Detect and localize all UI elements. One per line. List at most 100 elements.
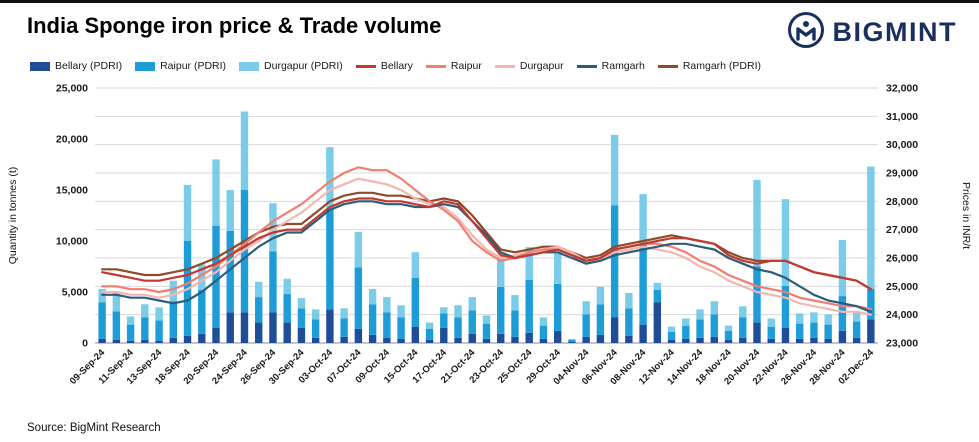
bar-segment xyxy=(440,313,448,328)
bar-segment xyxy=(596,304,605,335)
bar-segment xyxy=(625,335,633,343)
bar-segment xyxy=(383,312,391,338)
legend-item: Durgapur (PDRI) xyxy=(239,60,343,72)
bar-segment xyxy=(838,239,847,297)
bigmint-logo-icon xyxy=(787,11,825,54)
bar-segment xyxy=(767,318,775,327)
bar-segment xyxy=(710,301,718,315)
bar-segment xyxy=(212,327,220,343)
bar-segment xyxy=(867,319,875,343)
right-tick-label: 29,000 xyxy=(886,168,918,180)
bar-segment xyxy=(226,190,234,231)
bar-segment xyxy=(539,325,548,339)
bar-segment xyxy=(568,339,576,342)
bar-segment xyxy=(425,328,434,340)
bar-segment xyxy=(539,317,548,326)
legend-swatch-line xyxy=(355,64,376,68)
bar-segment xyxy=(397,305,405,318)
bar-segment xyxy=(297,327,306,343)
price-line-ramgarh xyxy=(100,200,873,313)
legend-item: Ramgarh (PDRI) xyxy=(657,60,762,72)
bar-segment xyxy=(553,283,562,331)
bar-segment xyxy=(582,336,590,343)
bar-segment xyxy=(824,314,832,325)
bar-segment xyxy=(511,336,519,343)
left-tick-label: 15,000 xyxy=(56,185,88,197)
bar-segment xyxy=(653,289,662,303)
bar-segment xyxy=(525,247,533,280)
bar-segment xyxy=(311,337,320,343)
bar-segment xyxy=(269,251,277,313)
bar-segment xyxy=(240,190,249,313)
bar-segment xyxy=(724,325,733,331)
bar-segment xyxy=(724,330,733,340)
bar-segment xyxy=(653,282,662,290)
bar-segment xyxy=(141,339,149,343)
bar-segment xyxy=(383,297,391,313)
bar-segment xyxy=(425,339,434,343)
bar-segment xyxy=(141,317,149,340)
bar-segment xyxy=(696,309,704,320)
bar-segment xyxy=(796,323,804,339)
bar-segment xyxy=(596,286,605,305)
bar-segment xyxy=(753,322,761,343)
bar-segment xyxy=(753,179,761,267)
bar-segment xyxy=(781,285,790,328)
bar-segment xyxy=(383,337,391,343)
bar-segment xyxy=(710,336,718,343)
bar-segment xyxy=(810,337,818,343)
bar-segment xyxy=(781,199,790,286)
legend-label: Ramgarh xyxy=(601,60,645,72)
left-tick-label: 5,000 xyxy=(62,287,88,299)
source-note: Source: BigMint Research xyxy=(27,422,161,434)
bar-segment xyxy=(497,256,505,287)
bar-segment xyxy=(639,243,647,325)
gridlines: 23,000 24,000 25,000 26,000 27,000 28,000 29,0… xyxy=(95,83,918,350)
legend-label: Ramgarh (PDRI) xyxy=(682,60,762,72)
bar-segment xyxy=(240,312,249,343)
bar-segment xyxy=(126,324,135,341)
bar-segment xyxy=(226,312,234,343)
bar-segment xyxy=(781,327,790,343)
bar-segment xyxy=(112,311,121,340)
bar-segment xyxy=(867,166,875,289)
bar-segment xyxy=(169,337,177,343)
bar-segment xyxy=(824,324,832,339)
bar-segment xyxy=(454,317,462,338)
bar-segment xyxy=(468,333,476,343)
legend-label: Durgapur (PDRI) xyxy=(264,60,343,72)
bar-segment xyxy=(283,322,291,343)
bar-segment xyxy=(368,334,377,343)
bar-segment xyxy=(739,317,747,338)
legend-item: Bellary xyxy=(355,60,413,72)
right-axis-title: Prices in INR/t xyxy=(960,182,972,249)
bar-segment xyxy=(767,326,775,339)
bar-segment xyxy=(326,309,334,343)
bar-segment xyxy=(141,304,149,318)
bar-segment xyxy=(126,340,135,343)
bar-segment xyxy=(568,338,576,340)
bars-group xyxy=(98,111,875,343)
legend-swatch-line xyxy=(657,64,678,68)
bar-segment xyxy=(212,225,220,328)
bar-segment xyxy=(511,295,519,311)
bigmint-logo: BIGMINT xyxy=(787,11,958,54)
bar-segment xyxy=(810,322,818,338)
legend-swatch-bar xyxy=(135,61,156,71)
bar-segment xyxy=(639,324,647,343)
bar-segment xyxy=(739,306,747,318)
bar-segment xyxy=(255,322,263,343)
bar-segment xyxy=(340,336,348,343)
bar-segment xyxy=(311,309,320,320)
bar-segment xyxy=(354,328,363,343)
right-tick-label: 31,000 xyxy=(886,111,918,123)
left-tick-label: 20,000 xyxy=(56,134,88,146)
bar-segment xyxy=(411,326,420,343)
bar-segment xyxy=(226,230,234,313)
bar-segment xyxy=(454,305,462,318)
bar-segment xyxy=(198,333,206,343)
bar-segment xyxy=(525,279,533,333)
bar-segment xyxy=(753,266,761,323)
right-tick-label: 26,000 xyxy=(886,253,918,265)
